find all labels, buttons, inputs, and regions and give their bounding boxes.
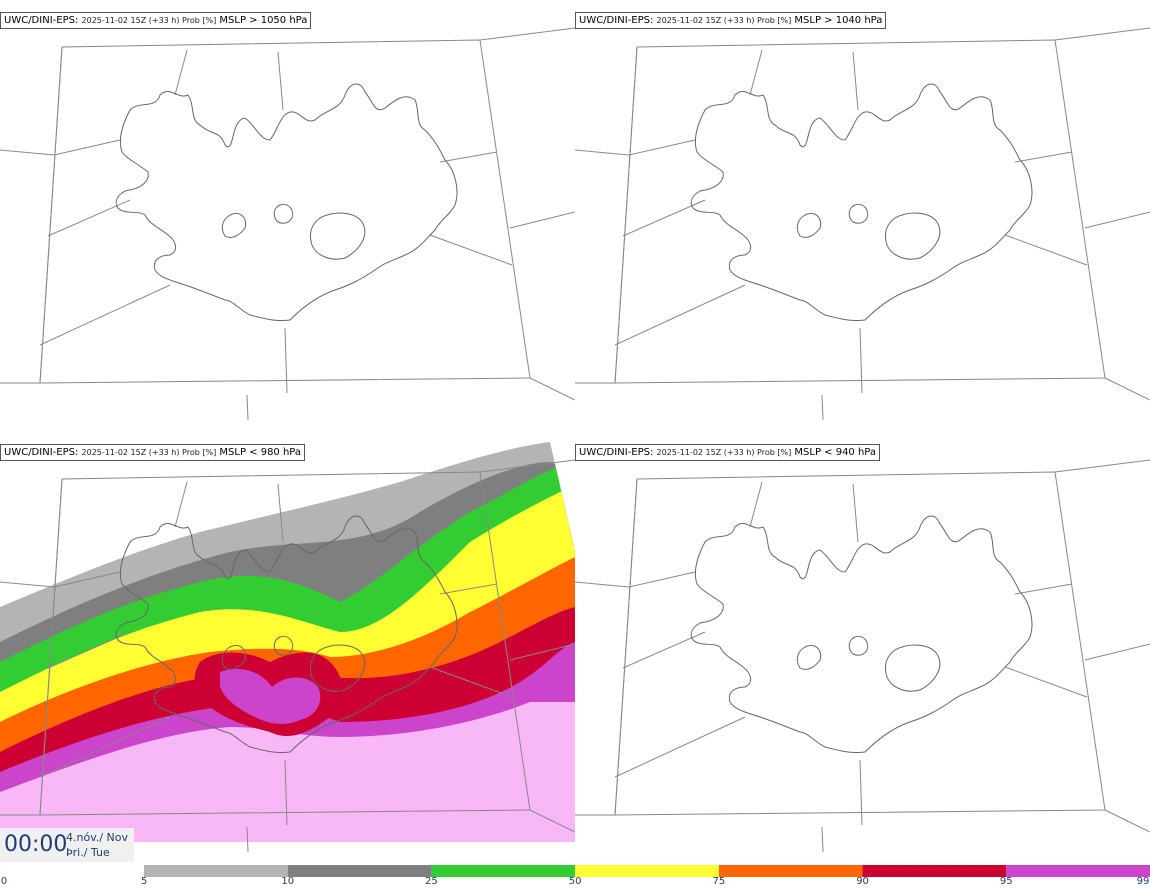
legend-bin <box>718 865 863 877</box>
legend-tick-label: 0 <box>0 876 8 887</box>
color-legend: 0 5 10 25 50 75 90 95 99 <box>0 862 1150 891</box>
legend-bin <box>575 865 719 877</box>
panel-field-label: MSLP > 1050 hPa <box>219 15 308 26</box>
legend-tick-label: 95 <box>999 876 1013 887</box>
panel-title: UWC/DINI-EPS: 2025-11-02 15Z (+33 h) Pro… <box>575 12 887 29</box>
panel-meta-label: 2025-11-02 15Z (+33 h) Prob [%] <box>656 16 792 25</box>
legend-tick-label: 5 <box>140 876 148 887</box>
panel-model-label: UWC/DINI-EPS <box>579 447 650 458</box>
legend-tick-label: 50 <box>568 876 582 887</box>
panel-field-label: MSLP > 1040 hPa <box>794 15 883 26</box>
legend-tick-label: 10 <box>281 876 295 887</box>
map-panel-mslp-lt-940: UWC/DINI-EPS: 2025-11-02 15Z (+33 h) Pro… <box>575 432 1150 852</box>
panel-meta-label: 2025-11-02 15Z (+33 h) Prob [%] <box>81 16 217 25</box>
map-panel-mslp-gt-1050: UWC/DINI-EPS: 2025-11-02 15Z (+33 h) Pro… <box>0 0 575 432</box>
panel-title: UWC/DINI-EPS: 2025-11-02 15Z (+33 h) Pro… <box>0 444 306 461</box>
panel-meta-label: 2025-11-02 15Z (+33 h) Prob [%] <box>656 448 792 457</box>
legend-tick-label: 25 <box>425 876 438 887</box>
legend-bin <box>287 865 432 877</box>
legend-bin <box>144 865 288 877</box>
legend-bar <box>144 865 1150 877</box>
panel-model-label: UWC/DINI-EPS <box>4 447 75 458</box>
valid-time: 00:00 <box>4 832 68 857</box>
legend-tick-label: 75 <box>712 876 726 887</box>
map-canvas <box>575 27 1150 421</box>
panel-title: UWC/DINI-EPS: 2025-11-02 15Z (+33 h) Pro… <box>575 444 881 461</box>
legend-bin <box>862 865 1007 877</box>
probability-field <box>0 442 575 842</box>
prob-band-99 <box>0 702 575 842</box>
prob-blob-inner <box>220 668 321 724</box>
panel-field-label: MSLP < 940 hPa <box>794 447 877 458</box>
legend-tick-label: 90 <box>856 876 869 887</box>
map-canvas <box>0 442 575 852</box>
valid-date-line1: 4.nóv./ Nov <box>66 831 129 844</box>
panel-meta-label: 2025-11-02 15Z (+33 h) Prob [%] <box>81 448 217 457</box>
valid-time-box: 00:00 4.nóv./ Nov Þri./ Tue <box>0 828 134 862</box>
legend-bin <box>1006 865 1150 877</box>
panel-title: UWC/DINI-EPS: 2025-11-02 15Z (+33 h) Pro… <box>0 12 312 29</box>
map-canvas <box>0 27 575 421</box>
valid-date-line2: Þri./ Tue <box>66 846 110 859</box>
map-panel-mslp-gt-1040: UWC/DINI-EPS: 2025-11-02 15Z (+33 h) Pro… <box>575 0 1150 432</box>
map-panel-mslp-lt-980: UWC/DINI-EPS: 2025-11-02 15Z (+33 h) Pro… <box>0 432 575 852</box>
panel-model-label: UWC/DINI-EPS <box>4 15 75 26</box>
panel-model-label: UWC/DINI-EPS <box>579 15 650 26</box>
legend-tick-label: 99 <box>1136 876 1150 887</box>
map-canvas <box>575 459 1150 852</box>
panel-field-label: MSLP < 980 hPa <box>219 447 302 458</box>
legend-bin <box>431 865 576 877</box>
